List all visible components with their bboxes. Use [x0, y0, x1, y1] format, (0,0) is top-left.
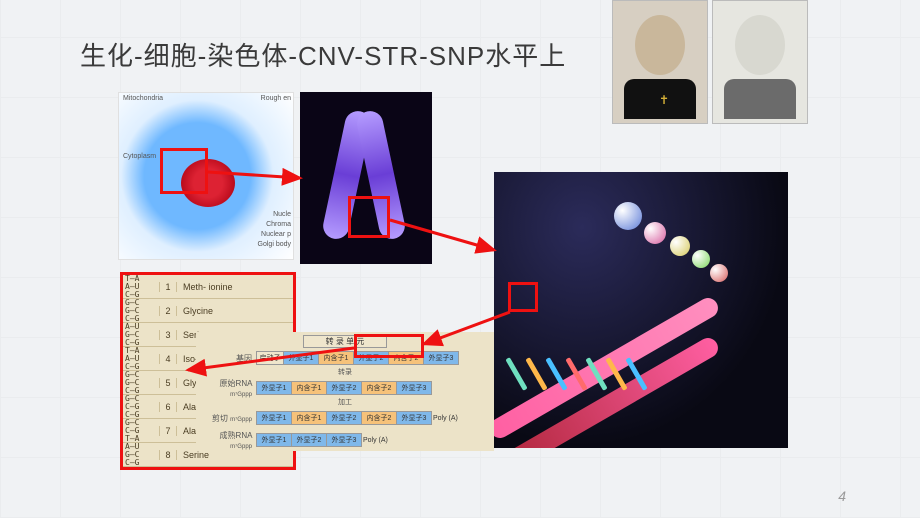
- seg-intron1: 内含子1: [318, 351, 354, 365]
- seg-exon3: 外显子3: [423, 351, 459, 365]
- codon-row: T—A A—U C—G1Meth- ionine: [123, 275, 293, 299]
- slide-title: 生化-细胞-染色体-CNV-STR-SNP水平上: [80, 36, 566, 73]
- codon-num: 5: [159, 378, 177, 388]
- chromosome-illustration: [300, 92, 432, 264]
- cell-label-rougher: Rough en: [261, 95, 291, 102]
- codon-row: G—C G—C C—G2Glycine: [123, 299, 293, 323]
- seg4-exon2: 外显子2: [291, 433, 327, 447]
- seg3-intron1: 内含子1: [291, 411, 327, 425]
- codon-num: 1: [159, 282, 177, 292]
- seg-promoter: 启动子: [256, 351, 284, 365]
- codon-bases: G—C G—C C—G: [123, 371, 159, 395]
- seg2-exon2: 外显子2: [326, 381, 362, 395]
- seg2-exon1: 外显子1: [256, 381, 292, 395]
- codon-bases: T—A A—U C—G: [123, 275, 159, 299]
- codon-num: 3: [159, 330, 177, 340]
- portrait-scientist: [712, 0, 808, 124]
- codon-bases: G—C C—G T—A: [123, 419, 159, 443]
- highlight-chromosome-region: [348, 196, 390, 238]
- codon-bases: G—C G—C C—G: [123, 299, 159, 323]
- cell-label-cytoplasm: Cytoplasm: [123, 153, 156, 160]
- seg3-exon1: 外显子1: [256, 411, 292, 425]
- dna-illustration: [494, 172, 788, 448]
- seg-exon1: 外显子1: [283, 351, 319, 365]
- tx-cap3: m⁷Gppp: [230, 444, 252, 450]
- seg2-exon3: 外显子3: [396, 381, 432, 395]
- tx-polyA1: Poly (A): [433, 415, 458, 422]
- tx-cap2: m⁷Gppp: [230, 417, 252, 423]
- transcription-diagram: 转 录 单 元 基因 启动子 外显子1 内含子1 外显子2 内含子2 外显子3 …: [196, 332, 494, 451]
- seg4-exon1: 外显子1: [256, 433, 292, 447]
- portrait-mendel: ✝: [612, 0, 708, 124]
- tx-polyA2: Poly (A): [363, 437, 388, 444]
- codon-bases: G—C C—G C—G: [123, 395, 159, 419]
- seg3-exon3: 外显子3: [396, 411, 432, 425]
- codon-aa: Meth- ionine: [177, 282, 293, 292]
- tx-process-label: 加工: [196, 397, 494, 407]
- tx-mature-label: 成熟RNA: [220, 431, 252, 440]
- tx-gene-label: 基因: [236, 354, 252, 363]
- seg3-intron2: 内含子2: [361, 411, 397, 425]
- page-number: 4: [838, 488, 846, 504]
- seg2-intron2: 内含子2: [361, 381, 397, 395]
- tx-transcribe-label: 转录: [196, 367, 494, 377]
- codon-aa: Glycine: [177, 306, 293, 316]
- cell-label-mito: Mitochondria: [123, 95, 163, 102]
- seg4-exon3: 外显子3: [326, 433, 362, 447]
- codon-num: 7: [159, 426, 177, 436]
- tx-splice-label: 剪切: [212, 414, 228, 423]
- cell-label-nuclearp: Nuclear p: [261, 231, 291, 238]
- tx-rawrna-label: 原始RNA: [220, 379, 252, 388]
- cell-label-nucle: Nucle: [273, 211, 291, 218]
- codon-bases: A—U G—C C—G: [123, 443, 159, 467]
- highlight-transcription-unit: [354, 334, 424, 358]
- codon-num: 6: [159, 402, 177, 412]
- seg3-exon2: 外显子2: [326, 411, 362, 425]
- codon-num: 4: [159, 354, 177, 364]
- codon-bases: T—A A—U C—G: [123, 347, 159, 371]
- codon-bases: A—U G—C C—G: [123, 323, 159, 347]
- highlight-dna-region: [508, 282, 538, 312]
- codon-num: 2: [159, 306, 177, 316]
- tx-cap1: m⁷Gppp: [230, 392, 252, 398]
- seg2-intron1: 内含子1: [291, 381, 327, 395]
- cell-label-golgi: Golgi body: [258, 241, 291, 248]
- codon-aa: Serine: [177, 450, 293, 460]
- codon-num: 8: [159, 450, 177, 460]
- highlight-cell-nucleus: [160, 148, 208, 194]
- cell-label-chroma: Chroma: [266, 221, 291, 228]
